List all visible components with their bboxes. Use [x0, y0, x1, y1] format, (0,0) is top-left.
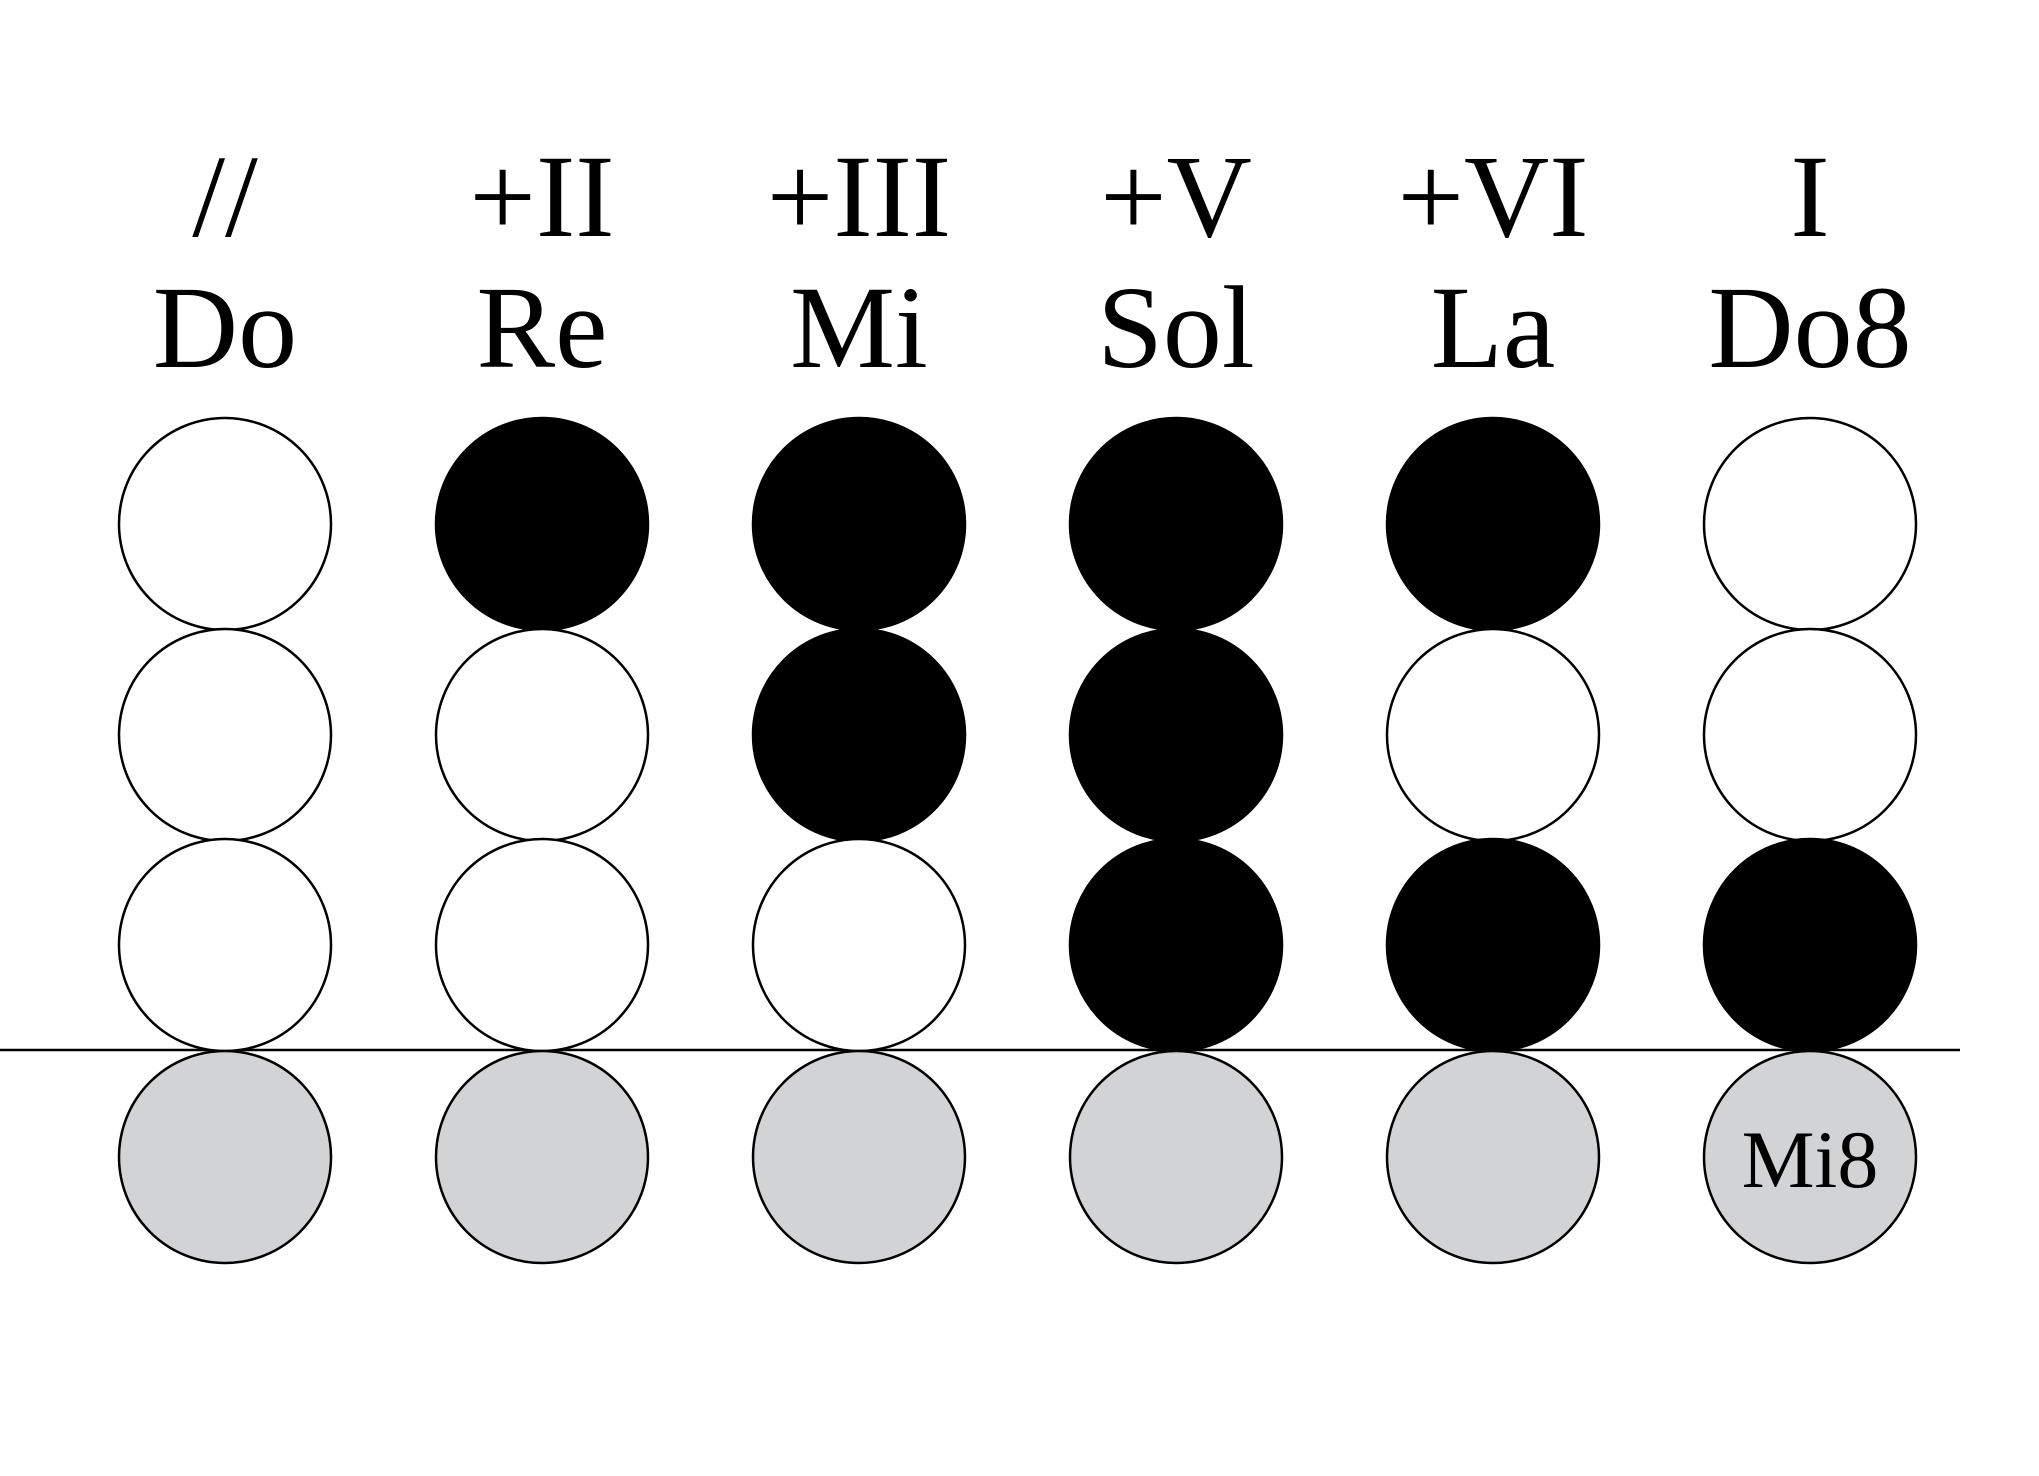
degree-label: +II [469, 131, 614, 262]
hole-3-open [434, 837, 650, 1053]
thumb-hole-half [751, 1049, 967, 1265]
note-label: Sol [1097, 262, 1254, 393]
hole-3-closed [1702, 837, 1918, 1053]
hole-3-closed [1385, 837, 1601, 1053]
thumb-hole-half [1385, 1049, 1601, 1265]
hole-1-closed [1068, 416, 1284, 632]
thumb-hole-half [117, 1049, 333, 1265]
thumb-hole-half [1702, 1049, 1918, 1265]
hole-2-closed [1068, 627, 1284, 843]
hole-1-closed [434, 416, 650, 632]
hole-2-open [1702, 627, 1918, 843]
hole-2-closed [751, 627, 967, 843]
hole-1-closed [751, 416, 967, 632]
hole-2-open [117, 627, 333, 843]
note-label: Mi [790, 262, 928, 393]
note-label: Re [476, 262, 607, 393]
note-label: Do [153, 262, 297, 393]
hole-2-open [434, 627, 650, 843]
fingering-column-1: //Do [117, 131, 333, 1265]
hole-2-open [1385, 627, 1601, 843]
degree-label: +V [1100, 131, 1252, 262]
hole-1-closed [1385, 416, 1601, 632]
thumb-hole-half [434, 1049, 650, 1265]
degree-label: +III [767, 131, 951, 262]
degree-label: I [1790, 131, 1829, 262]
thumb-hole-label: Mi8 [1742, 1114, 1879, 1205]
hole-3-open [117, 837, 333, 1053]
hole-3-open [751, 837, 967, 1053]
hole-1-open [117, 416, 333, 632]
note-label: Do8 [1708, 262, 1911, 393]
note-label: La [1431, 262, 1555, 393]
hole-3-closed [1068, 837, 1284, 1053]
degree-label: +VI [1397, 131, 1588, 262]
thumb-hole-half [1068, 1049, 1284, 1265]
degree-label: // [192, 131, 258, 262]
hole-1-open [1702, 416, 1918, 632]
